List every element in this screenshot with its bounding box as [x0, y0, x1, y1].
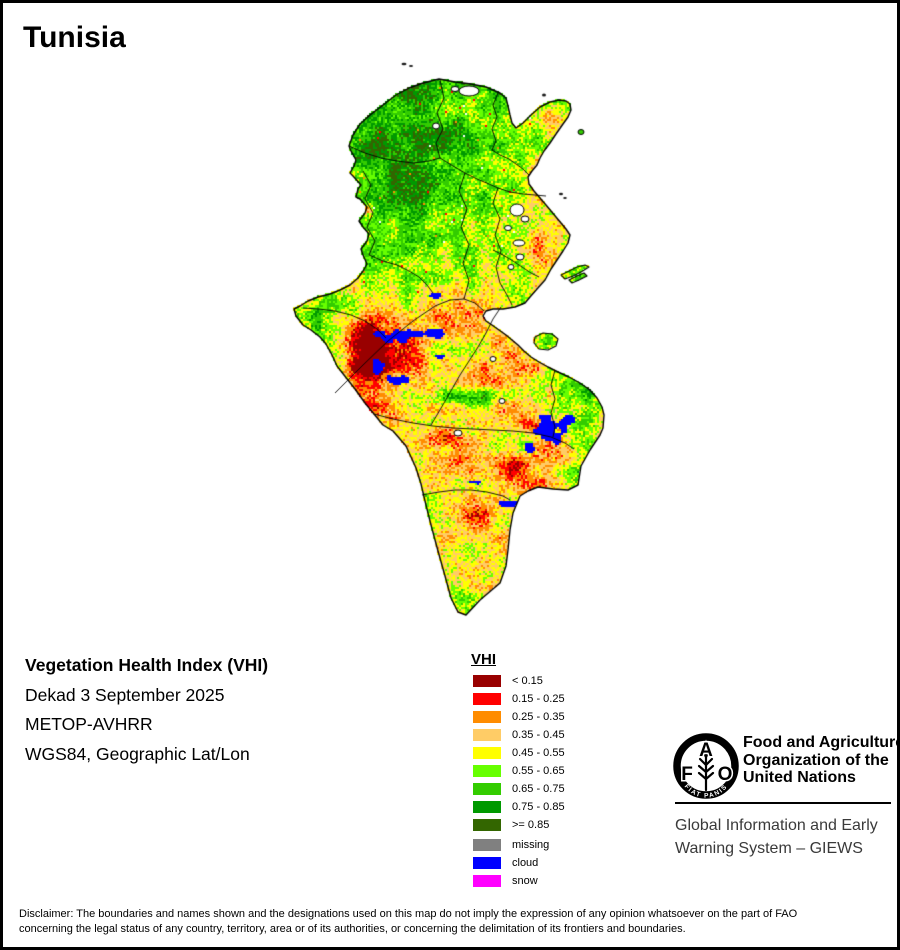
legend-swatch	[473, 711, 501, 723]
legend-class-row: 0.65 - 0.75	[473, 783, 565, 795]
legend-label: 0.55 - 0.65	[512, 765, 565, 777]
info-dekad: Dekad 3 September 2025	[25, 684, 225, 705]
legend-swatch	[473, 801, 501, 813]
legend-swatch	[473, 783, 501, 795]
fao-org-name: Food and Agriculture Organization of the…	[743, 734, 900, 786]
legend-class-row: 0.35 - 0.45	[473, 729, 565, 741]
legend-swatch	[473, 765, 501, 777]
legend-swatch	[473, 875, 501, 887]
legend-label: cloud	[512, 857, 539, 869]
legend-class-row: 0.55 - 0.65	[473, 765, 565, 777]
legend-label: 0.45 - 0.55	[512, 747, 565, 759]
legend-label: < 0.15	[512, 675, 543, 687]
legend-class-row: 0.25 - 0.35	[473, 711, 565, 723]
fao-letter-f: F	[681, 764, 693, 785]
legend-swatch	[473, 729, 501, 741]
legend-class-row: < 0.15	[473, 675, 565, 687]
legend-swatch	[473, 747, 501, 759]
legend-swatch	[473, 857, 501, 869]
info-sensor: METOP-AVHRR	[25, 714, 153, 734]
fao-letter-o: O	[718, 764, 733, 785]
legend-label: >= 0.85	[512, 819, 550, 831]
legend-extra-row: missing	[473, 839, 565, 851]
info-projection: WGS84, Geographic Lat/Lon	[25, 743, 250, 764]
legend-class-row: 0.15 - 0.25	[473, 693, 565, 705]
legend-class-row: >= 0.85	[473, 819, 565, 831]
legend-label: snow	[512, 875, 538, 887]
legend-swatch	[473, 693, 501, 705]
map-info-block: Vegetation Health Index (VHI) Dekad 3 Se…	[25, 651, 268, 769]
legend-class-row: 0.45 - 0.55	[473, 747, 565, 759]
legend-swatch	[473, 839, 501, 851]
vhi-raster-map	[3, 3, 897, 947]
info-product-name: Vegetation Health Index (VHI)	[25, 655, 269, 675]
legend-class-rows: < 0.15 0.15 - 0.25 0.25 - 0.35 0.35 - 0.45 0…	[473, 675, 565, 831]
legend-extra-rows: missing cloud snow	[473, 839, 565, 887]
legend-label: 0.65 - 0.75	[512, 783, 565, 795]
legend-extra-row: cloud	[473, 857, 565, 869]
legend-label: 0.75 - 0.85	[512, 801, 565, 813]
wheat-ear-icon	[697, 745, 715, 792]
giews-name: Global Information and Early Warning Sys…	[675, 817, 878, 857]
legend-label: 0.35 - 0.45	[512, 729, 565, 741]
legend-label: missing	[512, 839, 550, 851]
page-title: Tunisia	[23, 21, 126, 54]
legend-swatch	[473, 675, 501, 687]
fao-divider	[675, 802, 891, 804]
legend-class-row: 0.75 - 0.85	[473, 801, 565, 813]
vhi-legend: VHI < 0.15 0.15 - 0.25 0.25 - 0.35 0.35 - 0…	[471, 651, 565, 893]
fao-logo: F A O FIAT PANIS	[673, 733, 739, 799]
legend-label: 0.25 - 0.35	[512, 711, 565, 723]
disclaimer-text: Disclaimer: The boundaries and names sho…	[19, 908, 798, 935]
legend-swatch	[473, 819, 501, 831]
legend-extra-row: snow	[473, 875, 565, 887]
fao-letter-a: A	[699, 740, 713, 761]
legend-label: 0.15 - 0.25	[512, 693, 565, 705]
legend-title: VHI	[471, 651, 497, 668]
